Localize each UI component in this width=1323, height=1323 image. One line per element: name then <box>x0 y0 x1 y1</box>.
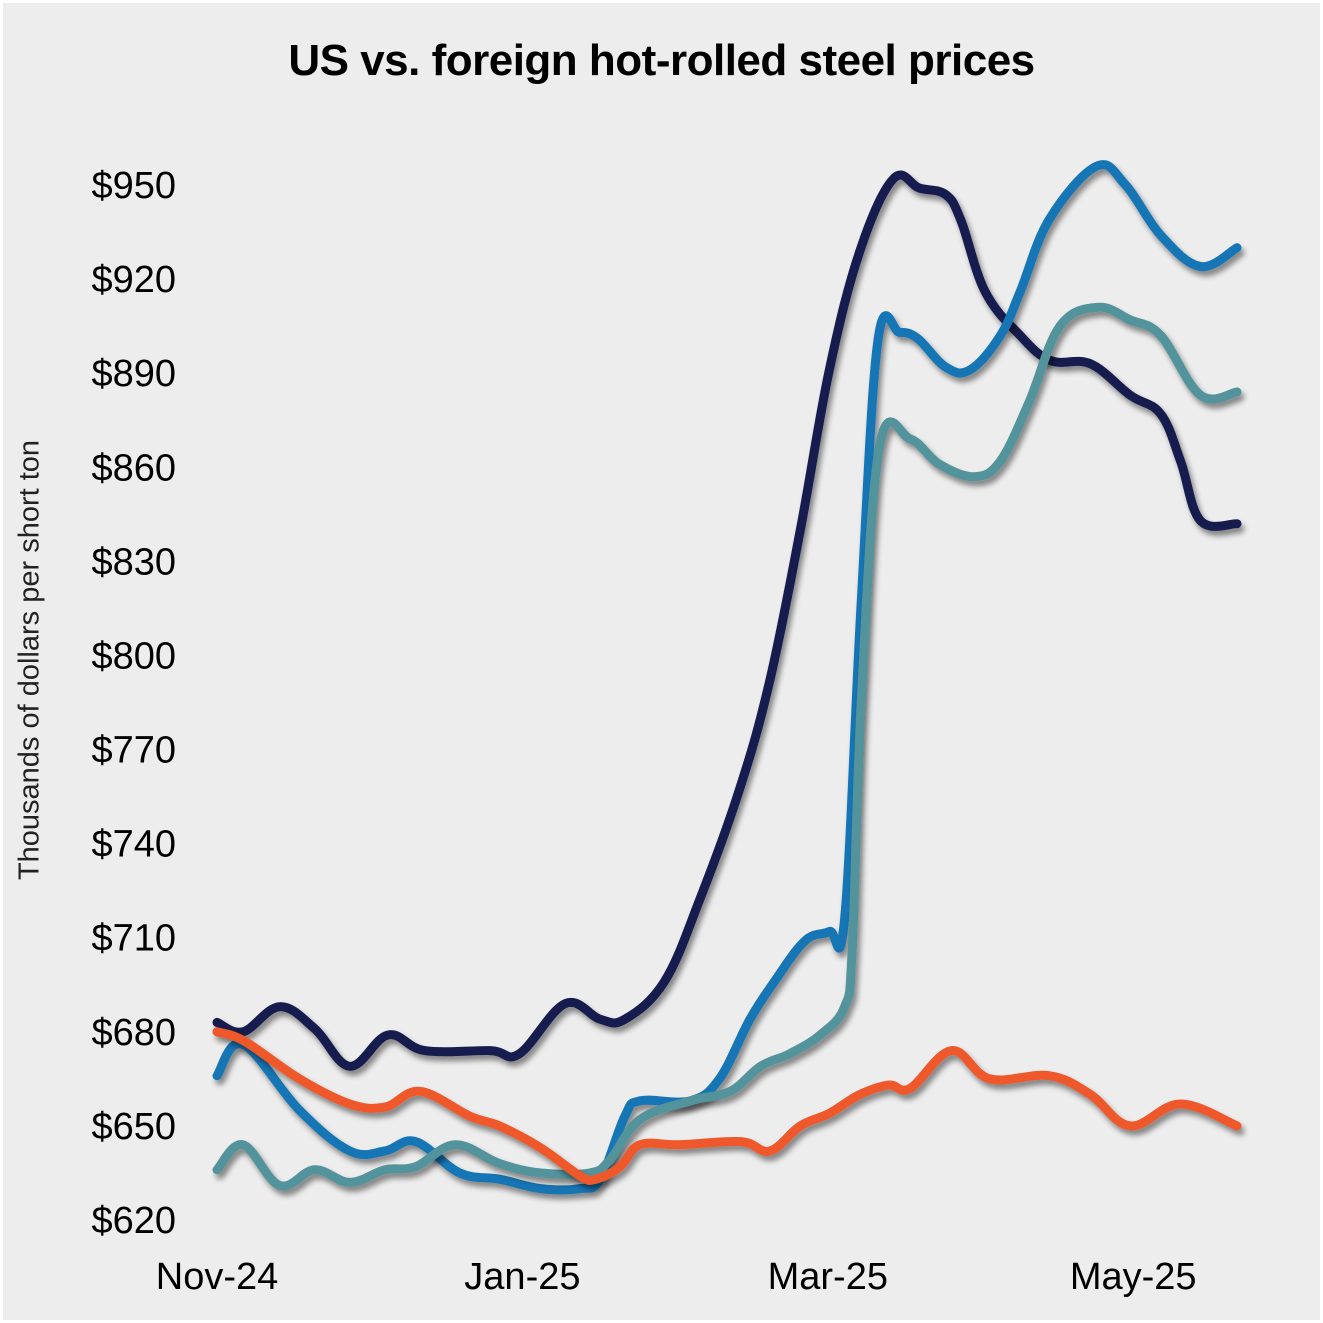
series-line-blue <box>212 160 1242 1195</box>
series-line-orange <box>212 1027 1242 1185</box>
y-tick-label: $920 <box>91 259 176 301</box>
y-tick-label: $620 <box>91 1200 176 1242</box>
x-tick-label: Mar-25 <box>768 1256 888 1298</box>
series-line-teal <box>212 302 1242 1191</box>
y-tick-label: $770 <box>91 730 176 772</box>
x-tick-label: Nov-24 <box>156 1256 279 1298</box>
y-tick-label: $830 <box>91 541 176 583</box>
y-tick-label: $860 <box>91 447 176 489</box>
y-axis-ticks: $620 $650 $680 $710 $740 $770 $800 $830 $860 $890… <box>91 165 176 1242</box>
series-lines <box>212 160 1242 1195</box>
chart-title: US vs. foreign hot-rolled steel prices <box>288 36 1035 85</box>
x-axis-ticks: Nov-24 Jan-25 Mar-25 May-25 <box>156 1256 1197 1298</box>
series-line-navy <box>212 170 1242 1071</box>
y-tick-label: $800 <box>91 635 176 677</box>
y-tick-label: $710 <box>91 918 176 960</box>
x-tick-label: Jan-25 <box>464 1256 580 1298</box>
y-tick-label: $650 <box>91 1106 176 1148</box>
y-tick-label: $950 <box>91 165 176 207</box>
y-tick-label: $680 <box>91 1012 176 1054</box>
x-tick-label: May-25 <box>1070 1256 1197 1298</box>
y-tick-label: $740 <box>91 824 176 866</box>
y-tick-label: $890 <box>91 353 176 395</box>
